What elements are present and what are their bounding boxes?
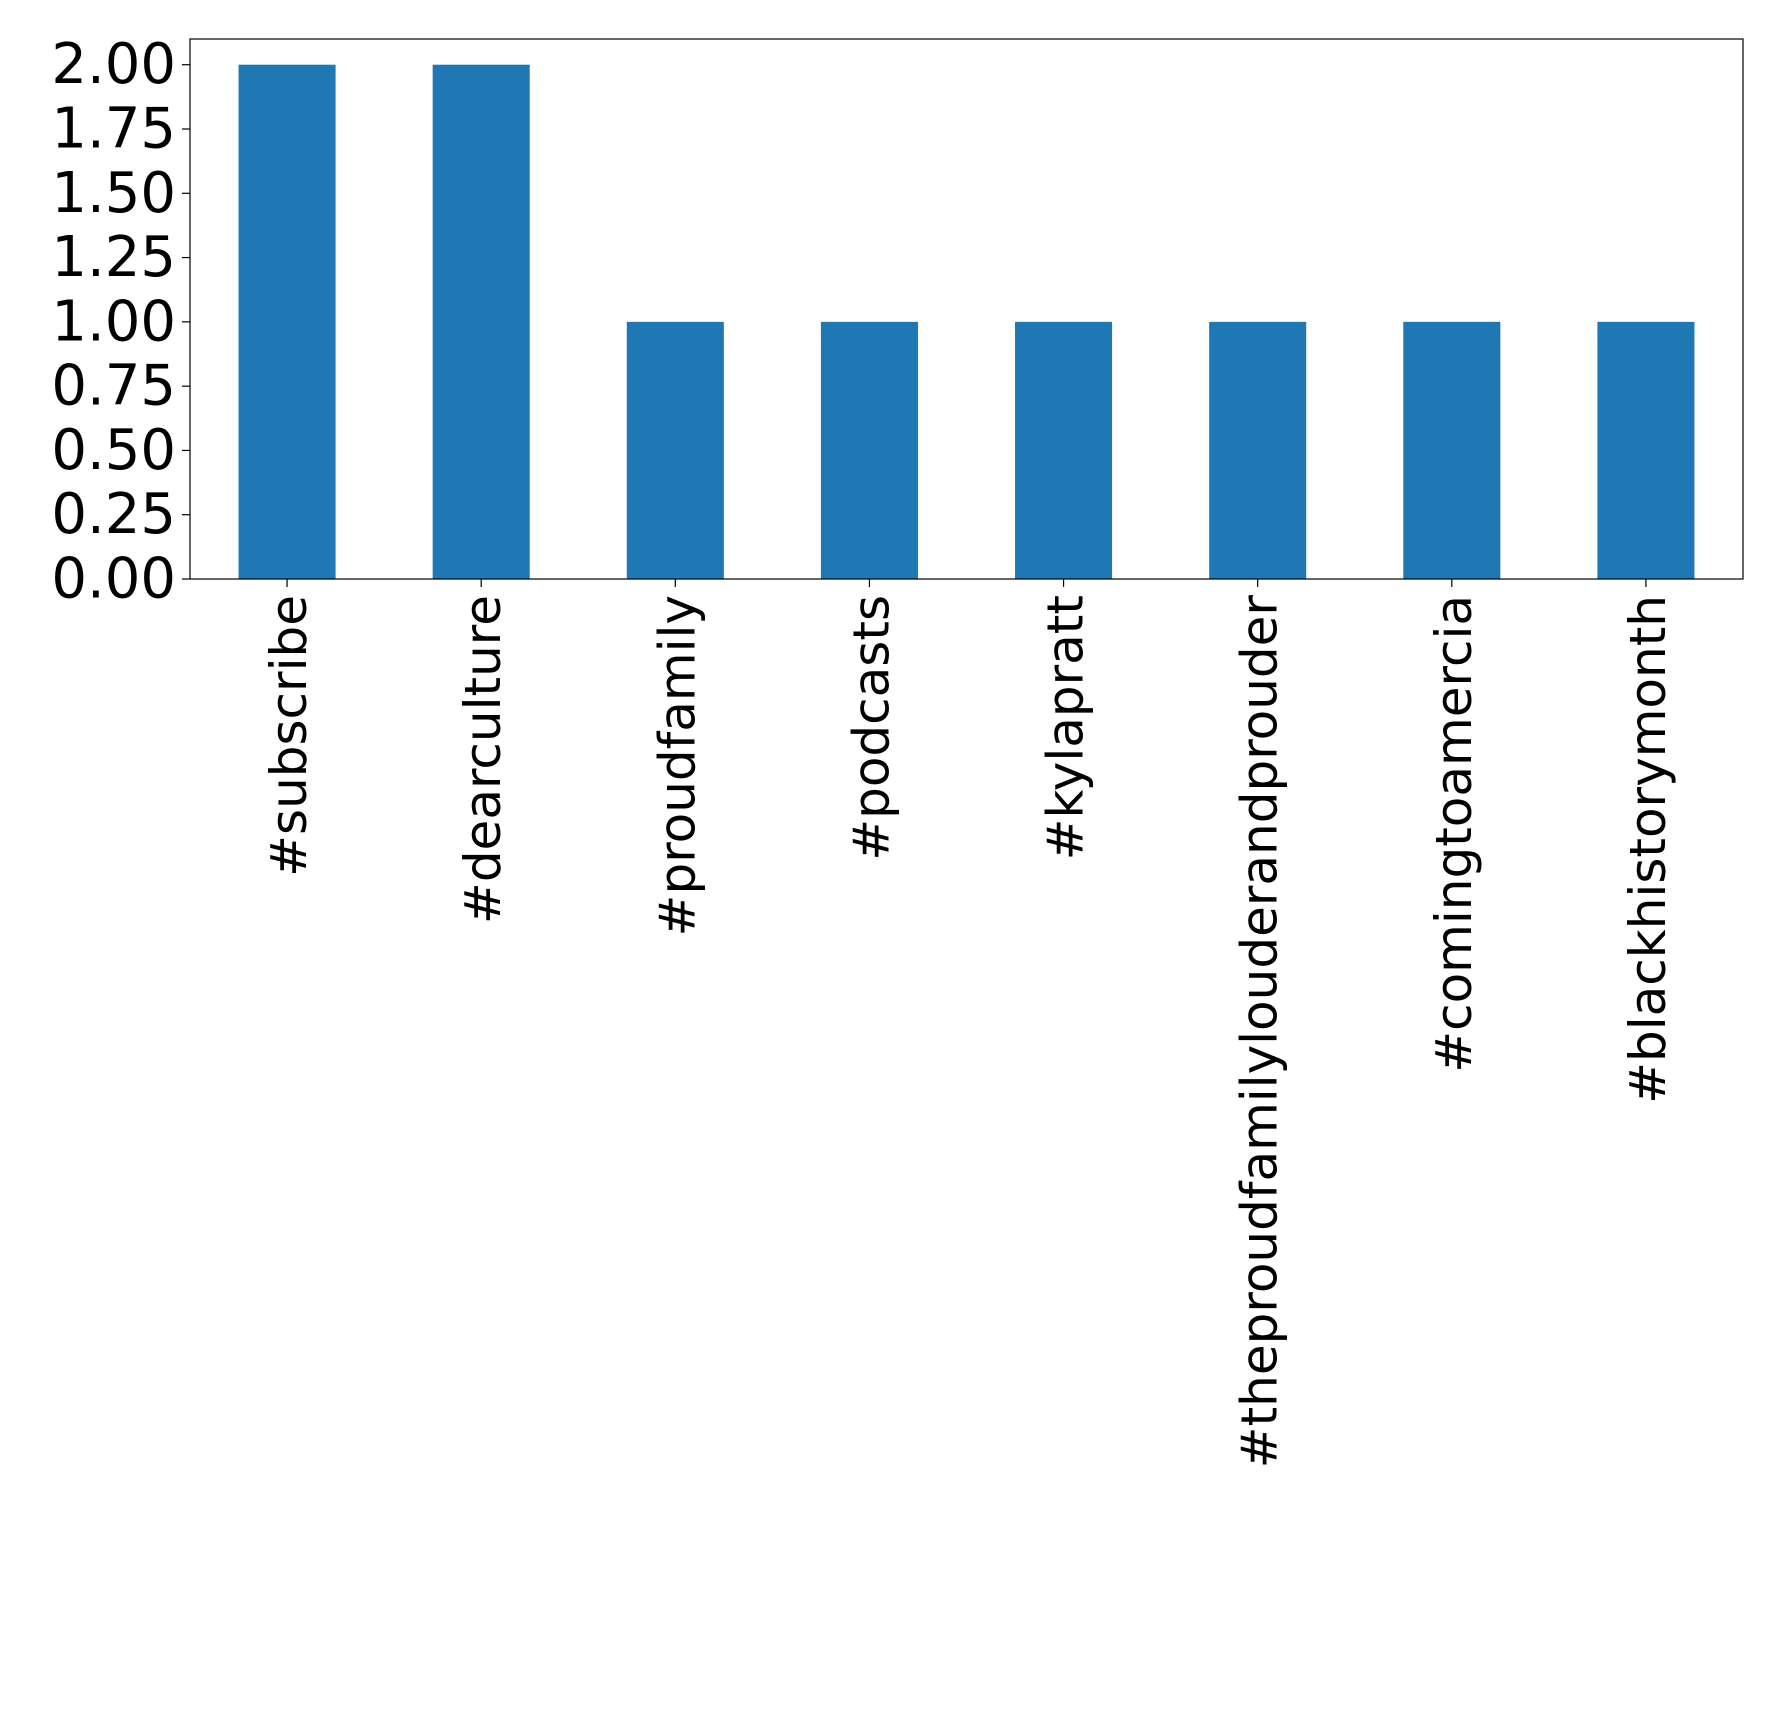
x-tick-label: #proudfamily	[648, 595, 706, 936]
bar-subscribe	[238, 64, 336, 579]
x-tick-label: #comingtoamercia	[1425, 595, 1483, 1073]
bars-layer	[238, 64, 1695, 579]
y-axis: 0.000.250.500.751.001.251.501.752.00	[51, 32, 190, 612]
x-tick-label: #subscribe	[260, 595, 318, 877]
bar-comingtoamercia	[1403, 321, 1501, 579]
x-tick-label: #theproudfamilylouderandprouder	[1231, 595, 1289, 1469]
bar-theproudfamilylouderandprouder	[1209, 321, 1307, 579]
y-tick-label: 0.25	[51, 482, 176, 547]
y-tick-label: 1.00	[51, 289, 176, 354]
y-tick-label: 1.25	[51, 225, 176, 290]
bar-proudfamily	[626, 321, 724, 579]
x-tick-label: #kylapratt	[1037, 595, 1095, 860]
x-tick-label: #dearculture	[454, 595, 512, 924]
bar-dearculture	[432, 64, 530, 579]
y-tick-label: 1.75	[51, 97, 176, 162]
bar-blackhistorymonth	[1597, 321, 1695, 579]
x-tick-label: #blackhistorymonth	[1619, 595, 1677, 1104]
x-tick-label: #podcasts	[842, 595, 900, 861]
y-tick-label: 0.50	[51, 418, 176, 483]
y-tick-label: 2.00	[51, 32, 176, 97]
bar-podcasts	[820, 321, 918, 579]
y-tick-label: 1.50	[51, 161, 176, 226]
x-axis: #subscribe #dearculture #proudfamily #podca…	[260, 579, 1677, 1468]
y-tick-label: 0.00	[51, 547, 176, 612]
plot-frame	[189, 38, 1744, 580]
y-tick-label: 0.75	[51, 354, 176, 419]
bar-kylapratt	[1015, 321, 1113, 579]
